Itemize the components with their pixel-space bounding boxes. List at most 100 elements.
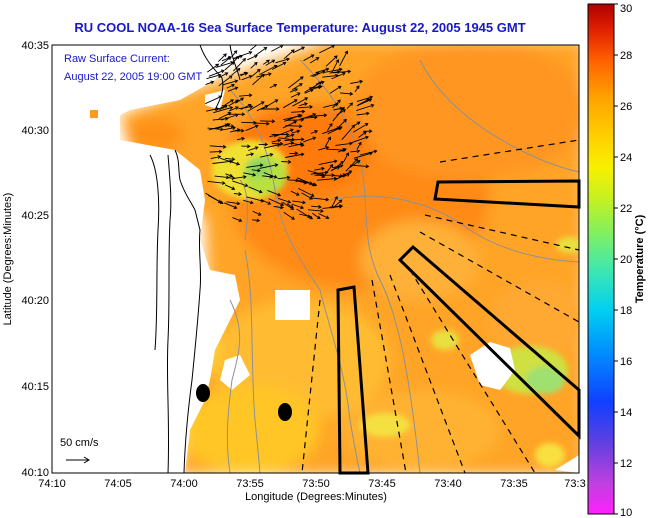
- current-vector-head: [320, 80, 325, 85]
- current-vector-head: [235, 106, 239, 110]
- current-vector: [246, 196, 264, 202]
- current-vector: [222, 80, 238, 86]
- current-vector-head: [228, 75, 233, 79]
- current-vector-head: [354, 158, 359, 162]
- current-vector-head: [291, 137, 296, 142]
- current-vector: [234, 176, 246, 179]
- colorbar-tick: 20: [620, 254, 632, 266]
- current-vector: [318, 146, 329, 151]
- current-vector-head: [333, 55, 338, 60]
- current-vector: [224, 157, 235, 160]
- current-vector-head: [223, 104, 228, 109]
- current-vector: [256, 105, 268, 112]
- current-vector-head: [340, 160, 344, 165]
- current-vector: [285, 153, 304, 158]
- current-vector: [336, 109, 346, 116]
- colorbar-tick: 26: [620, 101, 632, 113]
- current-vector-head: [358, 141, 362, 146]
- current-vector: [291, 203, 304, 209]
- current-vector-head: [236, 67, 241, 72]
- current-vector: [209, 151, 222, 153]
- current-vector-head: [287, 199, 292, 204]
- current-vector: [330, 196, 338, 209]
- current-vector: [352, 123, 369, 133]
- current-vector-head: [365, 135, 369, 140]
- current-vector: [238, 94, 252, 97]
- current-vector-head: [220, 69, 225, 74]
- current-vector: [335, 142, 353, 146]
- current-vector: [269, 84, 277, 89]
- y-tick: 40:25: [21, 210, 49, 222]
- current-vector: [349, 160, 361, 168]
- current-vector-head: [312, 136, 317, 141]
- current-vector-head: [273, 64, 278, 69]
- current-vector: [224, 184, 235, 190]
- current-vector: [251, 169, 261, 172]
- current-vector-head: [294, 151, 299, 156]
- current-vector: [265, 59, 275, 66]
- current-vector-head: [309, 196, 313, 200]
- current-vector-head: [247, 103, 252, 108]
- current-vector: [310, 72, 320, 77]
- current-vector-head: [324, 170, 329, 175]
- x-axis: 74:10 74:05 74:00 73:55 73:50 73:45 73:4…: [38, 478, 585, 490]
- current-vector-head: [309, 105, 313, 109]
- current-vector-head: [243, 175, 247, 179]
- current-vector-head: [257, 168, 261, 173]
- current-vector: [350, 80, 363, 84]
- current-vector-head: [269, 152, 274, 157]
- current-vector: [236, 137, 245, 141]
- current-vector: [286, 119, 304, 121]
- current-vector: [317, 178, 337, 181]
- current-vector-head: [300, 117, 305, 122]
- current-vector-head: [273, 83, 278, 88]
- current-vector-head: [296, 92, 301, 96]
- current-vector-head: [325, 215, 330, 220]
- current-vector: [226, 201, 240, 205]
- current-vector: [240, 72, 248, 77]
- current-vector: [288, 76, 304, 89]
- current-vector: [219, 105, 228, 111]
- current-vector: [324, 136, 331, 148]
- current-vector-head: [234, 86, 239, 91]
- colorbar-tick: 12: [620, 458, 632, 470]
- current-vector-head: [241, 136, 246, 141]
- current-vector: [318, 213, 329, 219]
- current-vector-head: [279, 141, 284, 146]
- current-vector-head: [261, 73, 265, 78]
- current-vector-head: [264, 104, 269, 109]
- current-vector-head: [287, 160, 292, 164]
- current-vector: [212, 160, 233, 164]
- current-vector-head: [337, 85, 342, 90]
- current-vector-head: [277, 138, 282, 143]
- current-vector-head: [260, 40, 263, 43]
- current-vector: [301, 116, 317, 119]
- current-vector: [322, 74, 338, 78]
- current-vector: [206, 74, 221, 80]
- current-vector: [225, 173, 233, 177]
- current-vector: [241, 75, 252, 81]
- current-vector-head: [268, 72, 272, 77]
- current-vector: [282, 99, 298, 109]
- current-vector-head: [344, 50, 348, 55]
- current-vector-head: [331, 173, 336, 178]
- current-vector: [259, 164, 278, 169]
- current-vector-head: [249, 200, 254, 205]
- current-vector-head: [274, 163, 279, 168]
- current-vector-head: [359, 79, 364, 84]
- current-vector-head: [290, 133, 295, 138]
- current-vector-head: [282, 61, 287, 66]
- current-vector-head: [231, 157, 236, 162]
- y-tick: 40:15: [21, 381, 49, 393]
- current-vector: [350, 150, 360, 153]
- current-vector: [332, 99, 341, 109]
- current-vector-head: [274, 99, 279, 103]
- current-vector-head: [258, 189, 263, 194]
- x-tick: 73:35: [500, 478, 528, 490]
- current-vector-head: [349, 141, 353, 146]
- current-vector: [310, 171, 328, 175]
- colorbar-tick: 18: [620, 305, 632, 317]
- current-vector: [323, 164, 333, 177]
- bathymetry-contours: [226, 59, 579, 473]
